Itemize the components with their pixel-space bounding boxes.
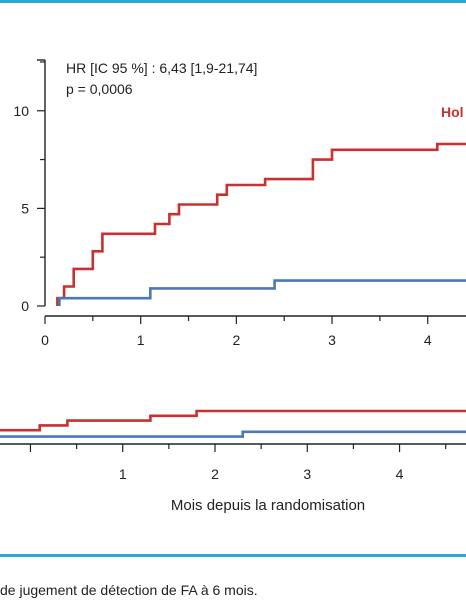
x-tick-label-lower: 4 <box>396 466 404 482</box>
x-tick-label-lower: 3 <box>303 466 311 482</box>
x-tick-label-lower: 2 <box>211 466 219 482</box>
series-blue-line <box>58 279 466 306</box>
series-blue-line-lower <box>0 430 466 438</box>
km-charts: HR [IC 95 %] : 6,43 [1,9-21,74] p = 0,00… <box>0 59 466 514</box>
chart-upper: HR [IC 95 %] : 6,43 [1,9-21,74] p = 0,00… <box>13 59 466 348</box>
y-tick-label: 0 <box>21 298 29 314</box>
x-tick-label: 3 <box>328 332 336 348</box>
series-red-line-lower <box>0 409 466 432</box>
x-tick-label-lower: 1 <box>119 466 127 482</box>
series-red-line <box>56 142 466 306</box>
x-tick-label: 0 <box>41 332 49 348</box>
bottom-rule <box>0 554 466 557</box>
chart-lower: Mois depuis la randomisation 1 2 3 4 <box>0 409 466 514</box>
top-rule <box>0 0 466 3</box>
figure-caption: de jugement de détection de FA à 6 mois. <box>0 582 258 598</box>
x-tick-label: 1 <box>137 332 145 348</box>
y-tick-label: 10 <box>13 103 29 119</box>
legend-red-label: Hol <box>441 104 464 120</box>
x-tick-label: 4 <box>424 332 432 348</box>
hr-annotation: HR [IC 95 %] : 6,43 [1,9-21,74] <box>66 60 257 76</box>
p-value-annotation: p = 0,0006 <box>66 81 133 97</box>
x-axis-label: Mois depuis la randomisation <box>171 497 365 514</box>
x-tick-label: 2 <box>232 332 240 348</box>
y-tick-label: 5 <box>21 200 29 216</box>
